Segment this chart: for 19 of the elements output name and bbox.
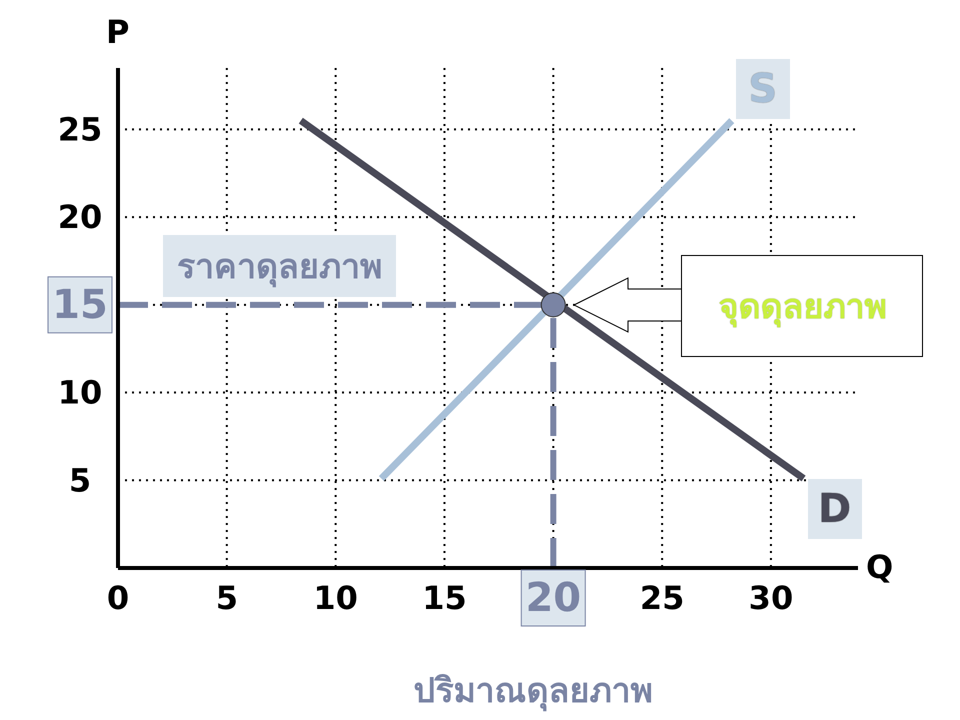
ref-line-label: ราคาดุลยภาพ — [163, 234, 396, 297]
y-tick-label: 10 — [58, 374, 102, 412]
y-tick-label: 25 — [58, 110, 102, 148]
y-axis-title: P — [106, 13, 130, 51]
y-tick-label: 20 — [58, 198, 102, 236]
x-tick-label: 5 — [216, 579, 238, 617]
series-label: D — [808, 478, 862, 539]
x-tick-label: 15 — [422, 579, 467, 617]
x-tick-label: 30 — [748, 579, 794, 617]
x-tick-label: 25 — [640, 579, 684, 617]
x-tick-label: 0 — [106, 579, 130, 617]
series-label: S — [736, 58, 790, 119]
y-tick-label: 5 — [68, 461, 92, 500]
ref-line-label: ปริมาณดุลยภาพ — [413, 670, 652, 714]
x-tick-label: 10 — [313, 579, 358, 617]
annotation: จุดดุลยภาพ — [681, 254, 924, 357]
y-tick-label: 15 — [52, 282, 108, 328]
x-axis-title: Q — [866, 548, 894, 586]
x-tick-label: 20 — [525, 575, 582, 621]
